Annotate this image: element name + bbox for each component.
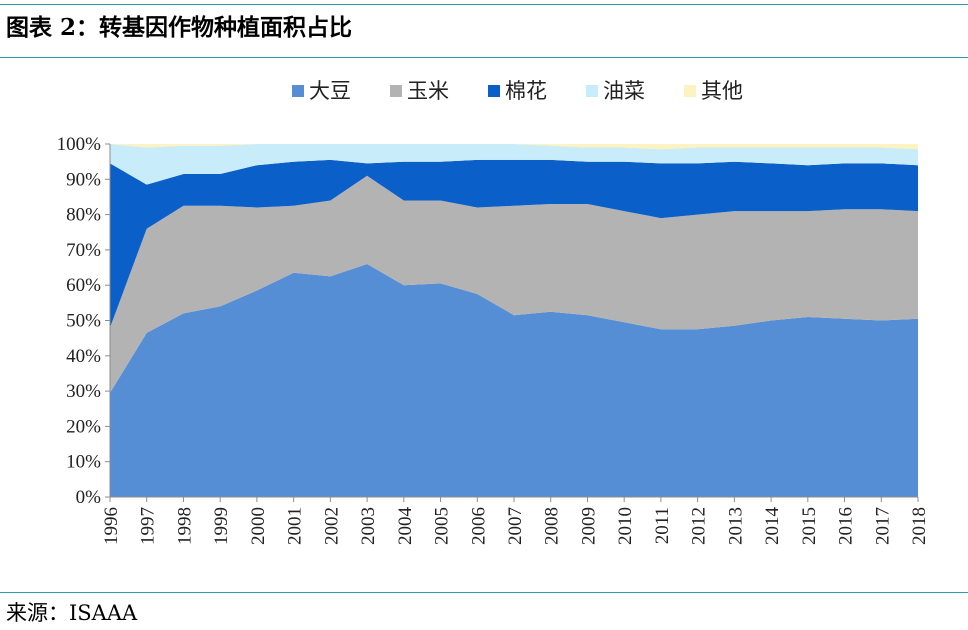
y-tick-label: 70% (66, 240, 101, 261)
x-tick-label: 2018 (909, 507, 930, 545)
x-tick-label: 2017 (872, 507, 893, 545)
area-series-0 (110, 264, 918, 497)
x-tick-label: 2001 (285, 507, 306, 545)
x-tick-label: 2007 (505, 507, 526, 545)
x-axis-ticks: 1996 1997 1998 1999 2000 2001 2002 2003 2004 2005… (101, 497, 930, 545)
x-tick-label: 1997 (138, 507, 159, 545)
x-tick-label: 2005 (432, 507, 453, 545)
source-rule (0, 592, 968, 593)
y-tick-label: 50% (66, 311, 101, 332)
x-tick-label: 2003 (358, 507, 379, 545)
x-tick-label: 2010 (615, 507, 636, 545)
x-tick-label: 2015 (799, 507, 820, 545)
chart-title: 图表 2：转基因作物种植面积占比 (6, 14, 353, 41)
top-rule (0, 4, 968, 5)
y-axis-ticks: 0% 10% 20% 30% 40% 50% 60% 70% 80% 90% 100% (57, 134, 110, 508)
y-tick-label: 100% (57, 134, 102, 155)
x-tick-label: 1999 (211, 507, 232, 545)
x-tick-label: 2011 (652, 507, 673, 544)
legend-swatch-3 (586, 85, 598, 97)
legend-label-4: 其他 (701, 79, 743, 103)
legend-label-3: 油菜 (603, 79, 645, 103)
y-tick-label: 80% (66, 205, 101, 226)
legend-label-2: 棉花 (505, 79, 547, 103)
chart-legend: 大豆 玉米 棉花 油菜 其他 (292, 79, 743, 103)
legend-label-0: 大豆 (309, 79, 351, 103)
y-tick-label: 20% (66, 416, 101, 437)
area-series-2 (110, 159, 918, 328)
source-note: 来源：ISAAA (6, 601, 138, 625)
area-series-1 (110, 175, 918, 393)
y-tick-label: 30% (66, 381, 101, 402)
legend-swatch-0 (292, 85, 304, 97)
x-tick-label: 2008 (542, 507, 563, 545)
area-series-4 (110, 144, 918, 150)
x-tick-label: 2013 (725, 507, 746, 545)
x-tick-label: 2006 (468, 507, 489, 545)
x-tick-label: 2000 (248, 507, 269, 545)
x-tick-label: 2004 (395, 507, 416, 546)
plot-areas (110, 144, 918, 497)
legend-swatch-1 (390, 85, 402, 97)
y-tick-label: 40% (66, 346, 101, 367)
legend-swatch-2 (488, 85, 500, 97)
stacked-area-chart: 大豆 玉米 棉花 油菜 其他 0% 10% 20% 30% 40% 50% 60% 70% 80% 90%… (57, 79, 930, 545)
x-tick-label: 2012 (689, 507, 710, 545)
x-tick-label: 2009 (578, 507, 599, 545)
y-tick-label: 90% (66, 169, 101, 190)
x-tick-label: 2016 (836, 507, 857, 545)
x-tick-label: 1996 (101, 507, 122, 545)
legend-swatch-4 (684, 85, 696, 97)
legend-label-1: 玉米 (407, 79, 449, 103)
x-tick-label: 2002 (321, 507, 342, 545)
area-series-3 (110, 144, 918, 185)
x-tick-label: 1998 (174, 507, 195, 545)
y-tick-label: 10% (66, 452, 101, 473)
x-tick-label: 2014 (762, 507, 783, 546)
y-tick-label: 0% (76, 487, 102, 508)
title-rule (0, 57, 968, 58)
y-tick-label: 60% (66, 275, 101, 296)
